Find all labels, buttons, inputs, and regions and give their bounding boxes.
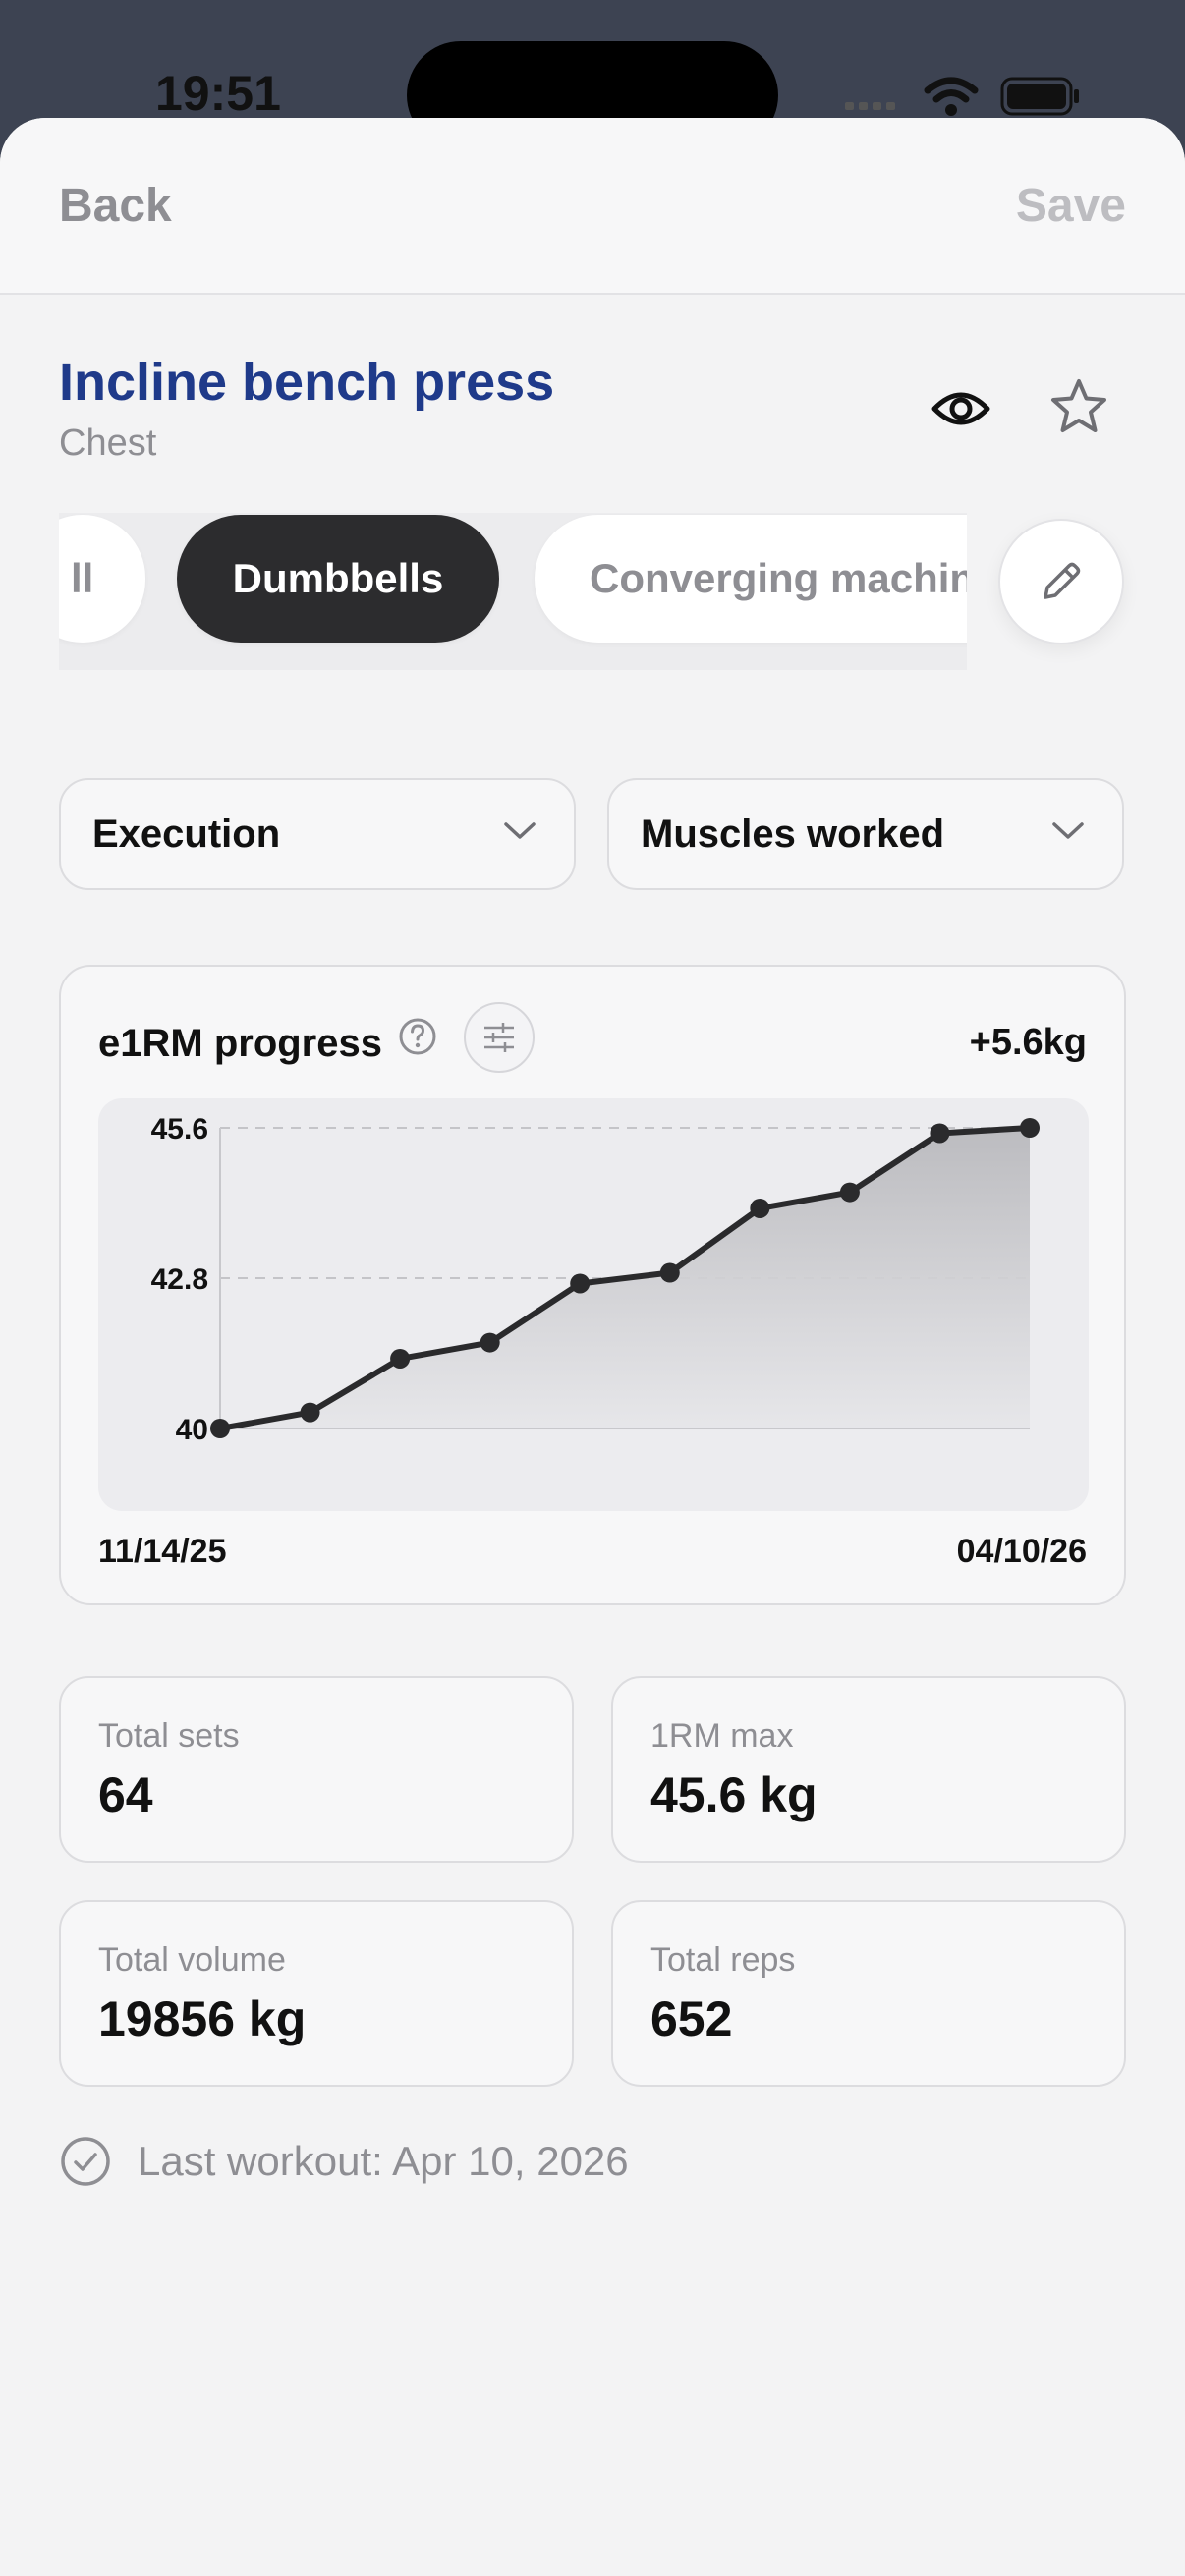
sliders-icon bbox=[484, 1023, 514, 1052]
data-point bbox=[390, 1348, 411, 1369]
equipment-chip-strip[interactable]: ll Dumbbells Converging machine bbox=[59, 513, 967, 670]
x-axis-end-label: 04/10/26 bbox=[956, 1533, 1087, 1570]
y-tick-label: 40 bbox=[176, 1414, 208, 1446]
data-point bbox=[210, 1419, 230, 1438]
star-icon bbox=[1051, 379, 1106, 432]
muscles-worked-dropdown-label: Muscles worked bbox=[641, 812, 945, 856]
equipment-chip[interactable]: Converging machine bbox=[535, 515, 967, 643]
stat-label: Total reps bbox=[650, 1941, 796, 1979]
stat-label: Total sets bbox=[98, 1717, 240, 1755]
visibility-button[interactable] bbox=[924, 371, 998, 446]
chart-delta: +5.6kg bbox=[969, 1022, 1087, 1063]
series-line bbox=[217, 1125, 1033, 1431]
nav-bar: Back Save bbox=[0, 118, 1185, 295]
wifi-icon bbox=[924, 77, 979, 116]
equipment-chip-label: Dumbbells bbox=[232, 555, 444, 601]
y-tick-label: 42.8 bbox=[151, 1263, 208, 1296]
data-point bbox=[570, 1273, 591, 1294]
status-time: 19:51 bbox=[155, 66, 281, 121]
stat-total-sets: Total sets 64 bbox=[59, 1676, 574, 1863]
stat-1rm-max: 1RM max 45.6 kg bbox=[611, 1676, 1126, 1863]
battery-icon bbox=[1000, 77, 1079, 116]
last-workout-text: Last workout: Apr 10, 2026 bbox=[138, 2138, 629, 2184]
stat-value: 652 bbox=[650, 1991, 733, 2046]
data-point bbox=[659, 1262, 680, 1283]
chevron-down-icon bbox=[1052, 822, 1084, 839]
equipment-chip-selected[interactable]: Dumbbells bbox=[177, 515, 499, 643]
save-button[interactable]: Save bbox=[1015, 180, 1126, 232]
pencil-icon bbox=[1044, 562, 1081, 599]
execution-dropdown-label: Execution bbox=[92, 812, 281, 856]
stat-value: 45.6 kg bbox=[650, 1767, 818, 1822]
chart-title: e1RM progress bbox=[98, 1022, 382, 1065]
stat-total-reps: Total reps 652 bbox=[611, 1900, 1126, 2087]
data-point bbox=[300, 1402, 320, 1423]
e1rm-chart: 45.6 42.8 40 bbox=[151, 1113, 1040, 1446]
chart-filter-button[interactable] bbox=[464, 1002, 535, 1073]
eye-icon bbox=[931, 392, 990, 425]
data-point bbox=[1020, 1118, 1040, 1138]
check-circle-icon bbox=[61, 2137, 110, 2186]
exercise-sheet: Back Save Incline bench press Chest ll D… bbox=[0, 118, 1185, 2576]
exercise-title: Incline bench press bbox=[59, 353, 555, 412]
e1rm-progress-card: e1RM progress +5.6kg 45.6 42.8 40 11/14/25… bbox=[59, 965, 1126, 1605]
stat-label: 1RM max bbox=[650, 1717, 794, 1755]
status-icons bbox=[845, 71, 1081, 120]
back-button[interactable]: Back bbox=[59, 180, 172, 232]
equipment-chip[interactable]: ll bbox=[59, 515, 145, 643]
question-circle-icon[interactable] bbox=[397, 1016, 438, 1057]
favorite-button[interactable] bbox=[1042, 369, 1116, 444]
y-tick-label: 45.6 bbox=[151, 1113, 208, 1146]
data-point bbox=[930, 1123, 950, 1144]
status-bar: 19:51 bbox=[0, 0, 1185, 149]
last-workout: Last workout: Apr 10, 2026 bbox=[59, 2134, 629, 2189]
chevron-down-icon bbox=[504, 822, 536, 839]
x-axis-start-label: 11/14/25 bbox=[98, 1533, 227, 1570]
cellular-signal-icon bbox=[845, 102, 904, 110]
stat-value: 19856 kg bbox=[98, 1991, 307, 2046]
stat-total-volume: Total volume 19856 kg bbox=[59, 1900, 574, 2087]
execution-dropdown[interactable]: Execution bbox=[59, 778, 576, 890]
equipment-chip-label: Converging machine bbox=[590, 555, 967, 601]
data-point bbox=[750, 1198, 770, 1218]
stat-label: Total volume bbox=[98, 1941, 286, 1979]
data-point bbox=[480, 1332, 500, 1353]
muscles-worked-dropdown[interactable]: Muscles worked bbox=[607, 778, 1124, 890]
stat-value: 64 bbox=[98, 1767, 153, 1822]
equipment-chip-label: ll bbox=[71, 555, 94, 601]
data-point bbox=[839, 1182, 860, 1203]
chart-area: 45.6 42.8 40 bbox=[98, 1098, 1089, 1511]
exercise-muscle-group: Chest bbox=[59, 422, 157, 464]
edit-equipment-button[interactable] bbox=[998, 519, 1124, 644]
